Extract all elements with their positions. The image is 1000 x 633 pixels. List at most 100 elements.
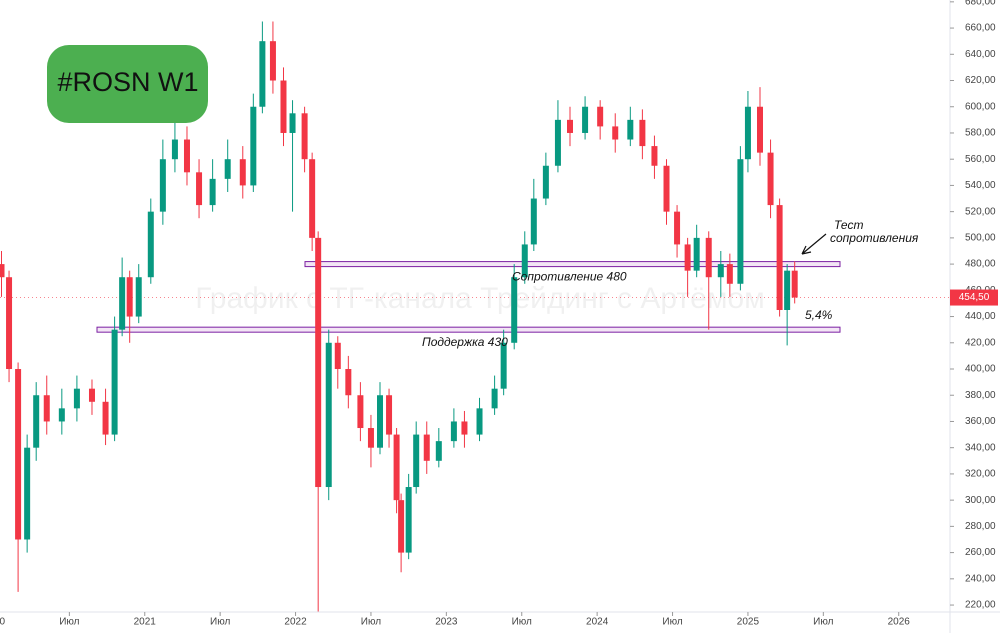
- y-tick-label: 620,00: [965, 75, 996, 86]
- plot-area: График с ТГ-канала Трейдинг с Артёмом: [0, 21, 950, 612]
- candle-body: [159, 159, 166, 212]
- candle-body: [791, 270, 798, 298]
- y-tick-label: 300,00: [965, 495, 996, 506]
- y-tick-label: 420,00: [965, 337, 996, 348]
- x-tick-label: 2026: [888, 617, 911, 628]
- candle-body: [491, 388, 498, 409]
- candle-body: [476, 408, 483, 435]
- x-tick-label: 2020: [0, 617, 6, 628]
- candle-body: [73, 388, 80, 409]
- candle-body: [209, 178, 216, 206]
- candle-body: [461, 421, 468, 435]
- candle-body: [767, 152, 774, 206]
- candle-body: [554, 119, 561, 166]
- y-tick-label: 320,00: [965, 469, 996, 480]
- candle-body: [259, 41, 266, 107]
- y-tick-label: 540,00: [965, 180, 996, 191]
- y-tick-label: 660,00: [965, 23, 996, 34]
- candle-body: [0, 264, 5, 278]
- candle-body: [744, 106, 751, 160]
- candle-body: [224, 159, 231, 179]
- y-tick-label: 360,00: [965, 416, 996, 427]
- candle-body: [627, 119, 634, 140]
- x-tick-label: Июл: [813, 617, 833, 628]
- candle-body: [345, 369, 352, 396]
- candle-body: [58, 408, 65, 422]
- x-tick-label: Июл: [512, 617, 532, 628]
- candle-body: [784, 270, 791, 310]
- candle-body: [367, 428, 374, 448]
- candle-body: [183, 139, 190, 173]
- candle-body: [757, 106, 763, 153]
- candle-body: [413, 434, 420, 488]
- candle-body: [612, 126, 619, 140]
- candle-body: [301, 113, 308, 160]
- candle-body: [377, 395, 383, 448]
- candle-body: [393, 434, 400, 501]
- candle-body: [726, 264, 733, 284]
- y-tick-label: 640,00: [965, 49, 996, 60]
- candle-body: [102, 401, 109, 435]
- level-band: [304, 261, 841, 268]
- candle-body: [250, 106, 257, 186]
- level-label: Сопротивление 480: [512, 269, 627, 283]
- candle-body: [269, 41, 276, 81]
- candle-body: [147, 211, 154, 278]
- candle-body: [289, 113, 296, 133]
- test-note: Тест: [834, 218, 863, 232]
- y-tick-label: 260,00: [965, 547, 996, 558]
- candle-body: [33, 395, 40, 448]
- distance-label: 5,4%: [805, 308, 833, 322]
- candle-body: [530, 198, 537, 245]
- x-tick-label: Июл: [361, 617, 381, 628]
- price-label: 454,50: [959, 292, 990, 303]
- candle-body: [423, 434, 430, 461]
- candle-body: [15, 369, 22, 540]
- candle-body: [357, 395, 364, 429]
- candle-body: [651, 146, 658, 166]
- x-tick-label: Июл: [210, 617, 230, 628]
- candle-body: [542, 165, 549, 199]
- candle-body: [334, 342, 341, 370]
- candle-body: [684, 244, 691, 271]
- test-note: сопротивления: [830, 231, 919, 245]
- candle-body: [521, 244, 528, 278]
- y-tick-label: 340,00: [965, 442, 996, 453]
- x-tick-label: Июл: [59, 617, 79, 628]
- y-tick-label: 440,00: [965, 311, 996, 322]
- candle-body: [435, 441, 442, 461]
- candle-body: [639, 119, 646, 147]
- candle-body: [693, 237, 700, 271]
- candle-body: [737, 159, 744, 284]
- y-tick-label: 240,00: [965, 573, 996, 584]
- candle-body: [239, 159, 246, 186]
- candle-body: [663, 165, 670, 212]
- candle-body: [111, 329, 118, 435]
- candle-body: [405, 487, 412, 553]
- price-label-box: [950, 289, 998, 306]
- y-tick-label: 560,00: [965, 154, 996, 165]
- y-tick-label: 580,00: [965, 128, 996, 139]
- candle-body: [119, 277, 126, 330]
- candle-body: [135, 277, 142, 317]
- candle-body: [674, 211, 681, 245]
- candle-body: [705, 237, 712, 278]
- candle-body: [500, 342, 507, 389]
- candle-body: [582, 106, 589, 133]
- candle-body: [386, 395, 393, 435]
- candle-body: [24, 447, 31, 540]
- candle-body: [6, 277, 13, 370]
- y-tick-label: 480,00: [965, 259, 996, 270]
- level-band: [96, 326, 841, 333]
- candle-body: [280, 80, 287, 133]
- y-tick-label: 500,00: [965, 233, 996, 244]
- chart-title: #ROSN W1: [57, 67, 198, 97]
- candle-body: [309, 159, 316, 238]
- level-label: Поддержка 430: [422, 335, 508, 349]
- candle-body: [776, 205, 783, 310]
- x-tick-label: 2023: [435, 617, 458, 628]
- candle-body: [88, 388, 95, 402]
- y-tick-label: 280,00: [965, 521, 996, 532]
- x-tick-label: 2021: [134, 617, 157, 628]
- arrow: [801, 233, 827, 255]
